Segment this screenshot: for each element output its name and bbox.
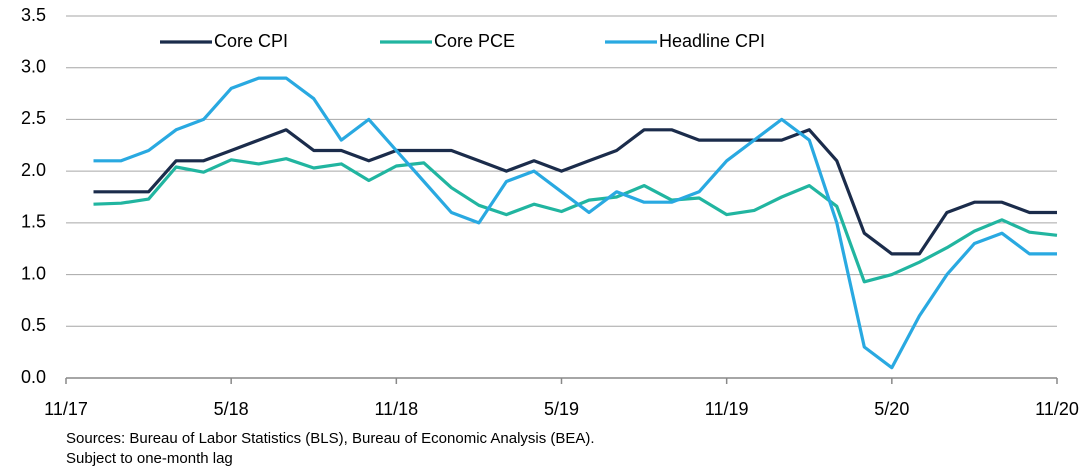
x-tick-label: 11/20 (1035, 399, 1079, 419)
x-tick-label: 11/18 (374, 399, 418, 419)
source-note: Sources: Bureau of Labor Statistics (BLS… (66, 430, 595, 447)
series-line (93, 157, 1058, 284)
legend-label: Headline CPI (659, 31, 765, 51)
y-tick-label: 3.5 (21, 5, 46, 25)
chart: 0.0 0.5 1.0 1.5 2.0 2.5 3.0 3.5 11/17 5/18 11/18 5/… (21, 5, 1079, 419)
series-line (93, 128, 1057, 256)
y-tick-label: 0.0 (21, 367, 46, 387)
x-tick-label: 5/18 (214, 399, 249, 419)
y-tick-label: 1.0 (21, 263, 46, 283)
x-tick-label: 11/17 (44, 399, 88, 419)
series-line (93, 76, 1057, 370)
y-tick-label: 0.5 (21, 315, 46, 335)
legend-label: Core PCE (434, 31, 515, 51)
y-tick-label: 2.0 (21, 160, 46, 180)
y-tick-label: 2.5 (21, 108, 46, 128)
x-tick-label: 11/19 (705, 399, 749, 419)
x-tick-label: 5/19 (544, 399, 579, 419)
legend-label: Core CPI (214, 31, 288, 51)
x-tick-label: 5/20 (874, 399, 909, 419)
y-tick-label: 1.5 (21, 212, 46, 232)
lag-note: Subject to one-month lag (66, 450, 233, 467)
y-tick-label: 3.0 (21, 56, 46, 76)
